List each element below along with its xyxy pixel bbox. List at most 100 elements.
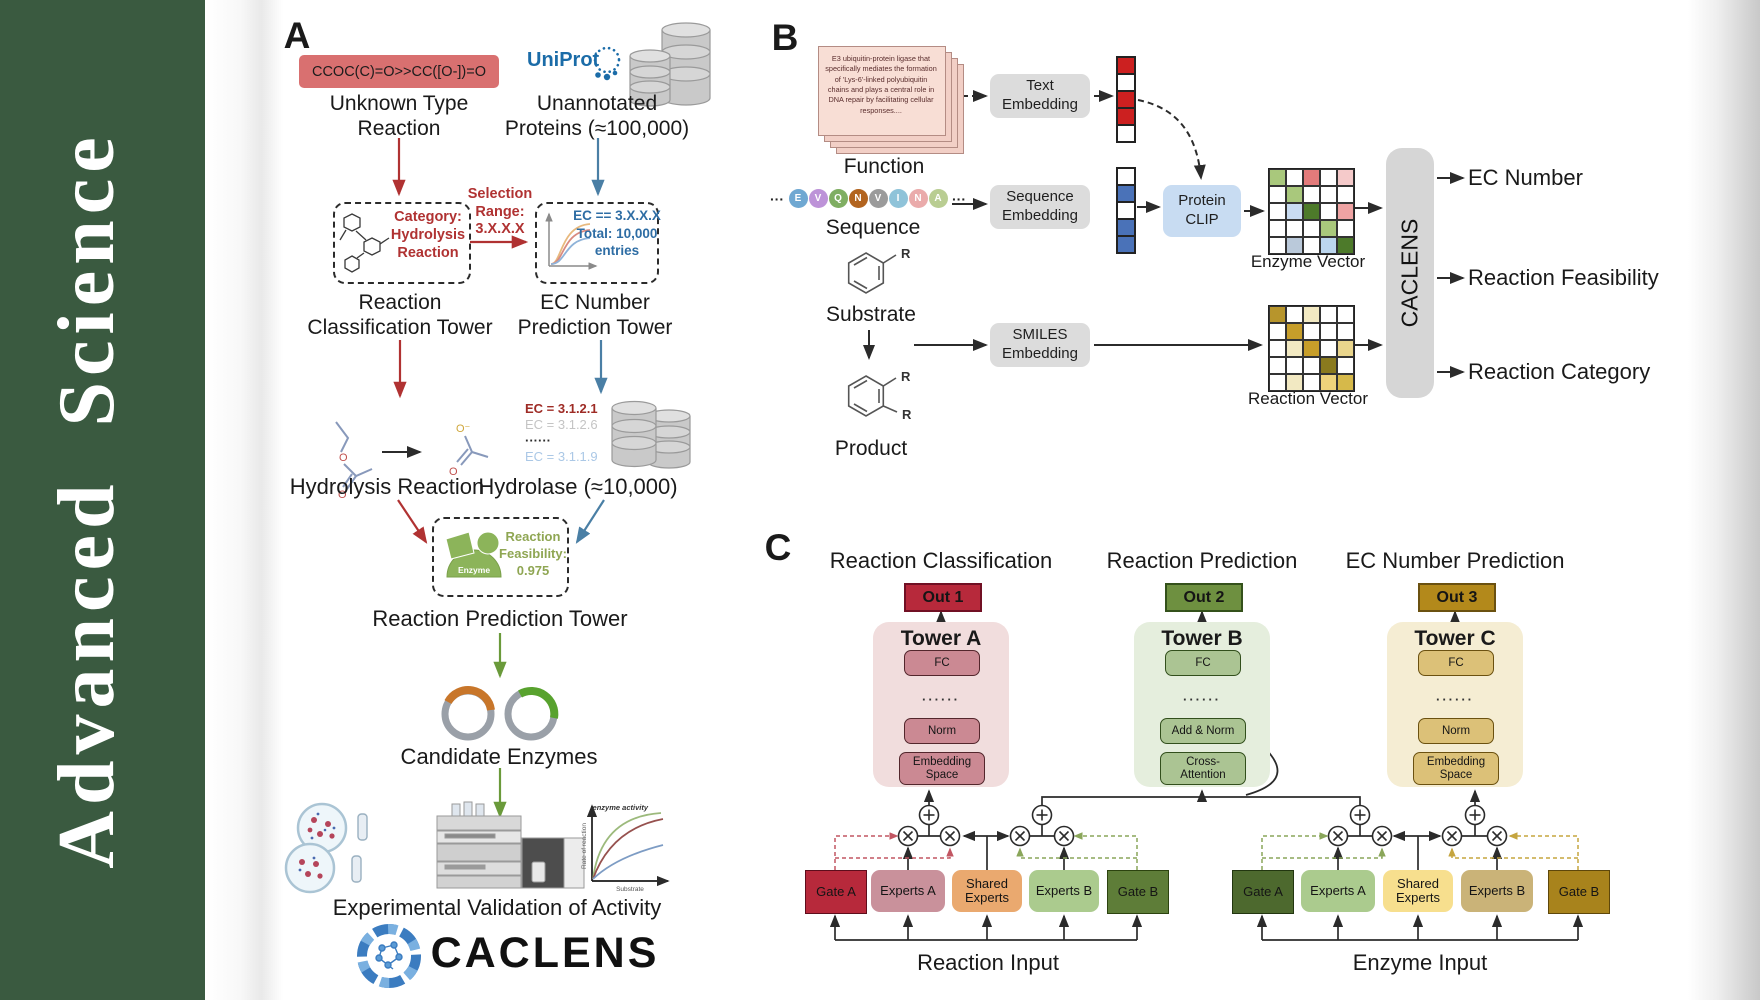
task-title-reaction-classification: Reaction Classification [829, 548, 1053, 573]
r-group-label: R [901, 369, 911, 384]
otimes-icon [1053, 825, 1075, 847]
enzyme-shared-experts-box: Shared Experts [1383, 870, 1453, 912]
reaction-feasibility-dashed-box [432, 517, 569, 597]
substrate-label: Substrate [826, 303, 916, 326]
reaction-vector-matrix [1268, 305, 1355, 392]
hplc-instrument-icon [436, 801, 585, 889]
flow-arrow [575, 499, 605, 544]
sequence-embedding-box: Sequence Embedding [990, 185, 1090, 229]
tower-a-name: Tower A [900, 627, 982, 650]
moe-enzyme-wires [1256, 789, 1584, 941]
hydrolase-label: Hydrolase (≈10,000) [478, 474, 678, 499]
enzyme-blob-label: Enzyme [458, 565, 490, 575]
unknown-reaction-label: Unknown Type Reaction [329, 92, 469, 140]
enzyme-vector-label: Enzyme Vector [1250, 252, 1366, 271]
plot-ylabel: Rate of reaction [581, 823, 588, 869]
function-card [818, 46, 946, 136]
gate-b-weights-dashed [1448, 832, 1579, 870]
petri-dish-icon [284, 802, 368, 894]
enzyme-experts-b-box: Experts B [1461, 870, 1533, 912]
text-embedding-box: Text Embedding [990, 74, 1090, 118]
sum-multiply-operators [897, 804, 1508, 847]
otimes-icon [1009, 825, 1031, 847]
r-group-label: R [901, 246, 911, 261]
database-icon [629, 22, 711, 107]
plasmid-icon [441, 686, 559, 741]
ellipsis: ··· [952, 190, 966, 207]
oplus-icon [918, 804, 940, 826]
enzyme-experts-a-box: Experts A [1301, 870, 1375, 912]
o-atom-label: O [449, 466, 458, 478]
journal-sidebar: Advanced Science [0, 0, 205, 1000]
unannotated-proteins-label: Unannotated Proteins (≈100,000) [504, 92, 690, 140]
ec-prediction-dashed-box [535, 202, 659, 284]
hydrolysis-reaction-structure [335, 421, 489, 490]
caclens-model-bar [1386, 148, 1434, 398]
enzyme-input-label: Enzyme Input [1352, 950, 1488, 975]
tower-c-dots: ······ [1436, 692, 1474, 707]
otimes-icon [939, 825, 961, 847]
oplus-icon [1031, 804, 1053, 826]
otimes-icon [1441, 825, 1463, 847]
category-label: Category: Hydrolysis Reaction [390, 209, 466, 262]
panel-b-label: B [771, 17, 799, 58]
caclens-logo-icon [357, 924, 422, 988]
sequence-label: Sequence [825, 216, 921, 239]
tower-a-embedding-box: Embedding Space [899, 752, 985, 785]
tower-a-dots: ······ [922, 692, 960, 707]
gate-a-weights-dashed [834, 832, 954, 870]
tower-b-fc-box: FC [1165, 650, 1241, 676]
reaction-gate-a-box: Gate A [805, 870, 867, 914]
tower-b-name: Tower B [1161, 627, 1243, 650]
tower-a-fc-box: FC [904, 650, 980, 676]
enzyme-icon: Enzyme [445, 531, 502, 578]
panel-a-label: A [283, 15, 311, 56]
tower-b-addnorm-box: Add & Norm [1160, 718, 1246, 744]
benzene-icon [847, 252, 898, 417]
tower-c-embedding-box: Embedding Space [1413, 752, 1499, 785]
tower-b-cross-attention-box: Cross- Attention [1160, 752, 1246, 785]
otimes-icon [1486, 825, 1508, 847]
ec-number-list: EC = 3.1.2.1 EC = 3.1.2.6 ······ EC = 3.1.1… [525, 401, 598, 464]
molecule-icon [339, 213, 390, 273]
output-reaction-feasibility: Reaction Feasibility [1468, 265, 1659, 290]
activity-plot-icon: enzyme activity Rate of reaction Substra… [581, 803, 670, 893]
hydrolysis-reaction-label: Hydrolysis Reaction [289, 474, 485, 499]
task-title-reaction-prediction: Reaction Prediction [1106, 548, 1298, 573]
reaction-gate-b-box: Gate B [1107, 870, 1169, 914]
page-curl-shadow [205, 0, 283, 1000]
otimes-icon [1371, 825, 1393, 847]
candidate-enzymes-label: Candidate Enzymes [400, 744, 598, 769]
gate-a-weights-dashed [1261, 832, 1386, 870]
sequence-embedding-vector [1116, 167, 1136, 254]
gate-b-weights-dashed [1016, 832, 1138, 870]
enzyme-vector-matrix [1268, 168, 1355, 255]
task-title-ec-number-prediction: EC Number Prediction [1345, 548, 1565, 573]
output-ec-number: EC Number [1468, 165, 1583, 190]
reaction-classification-dashed-box [333, 202, 471, 284]
text-embedding-vector [1116, 56, 1136, 143]
smiles-embedding-box: SMILES Embedding [990, 323, 1090, 367]
ec-filter-label: EC == 3.X.X.X Total: 10,000 entries [573, 208, 661, 259]
uniprot-wordmark: UniProt [527, 49, 600, 71]
r-group-label: R [902, 407, 912, 422]
tower-c-name: Tower C [1414, 627, 1496, 650]
prediction-tower-label: Reaction Prediction Tower [372, 606, 628, 631]
otimes-icon [897, 825, 919, 847]
dashed-curve-arrow [1137, 99, 1206, 180]
oplus-icon [1464, 804, 1486, 826]
protein-clip-box: Protein CLIP [1163, 185, 1241, 237]
caclens-wordmark: CACLENS [430, 929, 660, 977]
caclens-bar-label: CACLENS [1396, 218, 1423, 328]
ec-tower-label: EC Number Prediction Tower [517, 291, 673, 339]
enzyme-gate-b-box: Gate B [1548, 870, 1610, 914]
out2-box: Out 2 [1165, 583, 1243, 612]
product-label: Product [834, 437, 908, 460]
ellipsis: ··· [770, 190, 784, 207]
out3-box: Out 3 [1418, 583, 1496, 612]
o-minus-atom-label: O⁻ [456, 423, 471, 435]
reaction-shared-experts-box: Shared Experts [952, 870, 1022, 912]
